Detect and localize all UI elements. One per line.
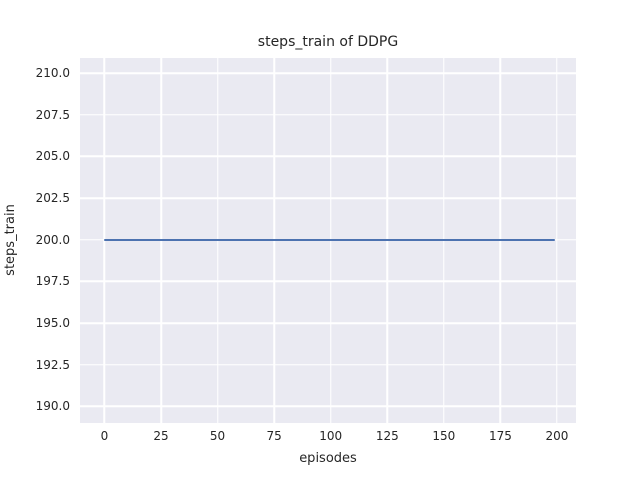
y-tick-label: 210.0: [35, 66, 70, 80]
y-gridline: [80, 72, 576, 74]
y-gridline: [80, 322, 576, 324]
x-axis-label: episodes: [299, 451, 357, 466]
x-tick-label: 75: [266, 429, 282, 443]
y-tick-label: 202.5: [35, 191, 70, 205]
x-tick-label: 200: [545, 429, 569, 443]
series-line-steps_train: [104, 238, 555, 241]
x-tick-label: 175: [488, 429, 512, 443]
y-gridline: [80, 155, 576, 158]
x-tick-label: 150: [432, 429, 456, 443]
x-tick-label: 0: [100, 429, 109, 443]
x-gridline: [556, 58, 558, 423]
y-tick-label: 197.5: [35, 274, 70, 289]
y-tick-label: 195.0: [35, 316, 70, 330]
y-gridline: [80, 363, 576, 366]
x-tick-label: 50: [209, 429, 226, 443]
y-gridline: [80, 113, 576, 116]
y-tick-label: 200.0: [35, 232, 70, 247]
y-tick-label: 190.0: [35, 399, 70, 414]
y-axis-ticks: 190.0 192.5 195.0 197.5 200.0 202.5 205.0 207.5…: [0, 58, 70, 423]
y-gridline: [80, 405, 576, 408]
x-axis-ticks: 0 25 50 75 100 125 150 175 200: [80, 429, 576, 445]
plot-area: [80, 58, 576, 423]
y-tick-label: 205.0: [35, 149, 70, 164]
chart-title: steps_train of DDPG: [257, 34, 399, 50]
x-tick-label: 25: [153, 429, 169, 443]
y-tick-label: 192.5: [35, 357, 70, 372]
x-tick-label: 100: [319, 429, 343, 443]
y-tick-label: 207.5: [35, 107, 70, 122]
y-gridline: [80, 280, 576, 283]
y-gridline: [80, 197, 576, 199]
x-tick-label: 125: [375, 429, 399, 443]
